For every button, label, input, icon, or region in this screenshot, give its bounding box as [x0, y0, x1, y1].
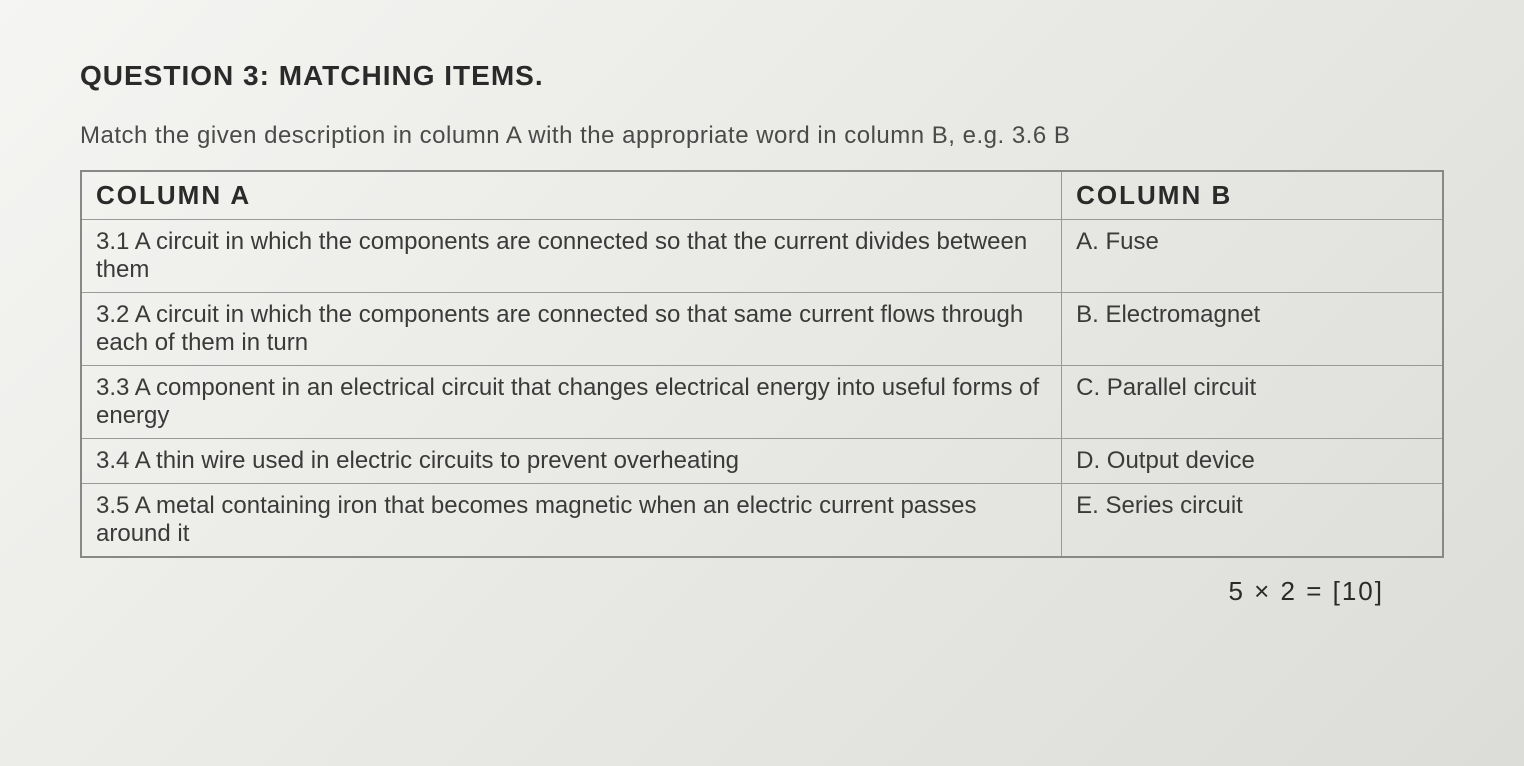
instruction-text: Match the given description in column A … [80, 122, 1444, 150]
table-row: 3.4 A thin wire used in electric circuit… [81, 439, 1443, 484]
matching-table: COLUMN A COLUMN B 3.1 A circuit in which… [80, 170, 1444, 558]
column-b-header: COLUMN B [1062, 171, 1443, 220]
row-4-col-b: D. Output device [1062, 439, 1443, 484]
table-row: 3.3 A component in an electrical circuit… [81, 366, 1443, 439]
table-row: 3.1 A circuit in which the components ar… [81, 220, 1443, 293]
row-5-col-a: 3.5 A metal containing iron that becomes… [81, 484, 1062, 558]
table-row: 3.2 A circuit in which the components ar… [81, 293, 1443, 366]
column-a-header: COLUMN A [81, 171, 1062, 220]
row-2-col-b: B. Electromagnet [1062, 293, 1443, 366]
table-header-row: COLUMN A COLUMN B [81, 171, 1443, 220]
row-5-col-b: E. Series circuit [1062, 484, 1443, 558]
row-1-col-b: A. Fuse [1062, 220, 1443, 293]
row-4-col-a: 3.4 A thin wire used in electric circuit… [81, 439, 1062, 484]
row-3-col-a: 3.3 A component in an electrical circuit… [81, 366, 1062, 439]
table-row: 3.5 A metal containing iron that becomes… [81, 484, 1443, 558]
row-3-col-b: C. Parallel circuit [1062, 366, 1443, 439]
marks-text: 5 × 2 = [10] [80, 576, 1444, 607]
row-2-col-a: 3.2 A circuit in which the components ar… [81, 293, 1062, 366]
row-1-col-a: 3.1 A circuit in which the components ar… [81, 220, 1062, 293]
question-title: QUESTION 3: MATCHING ITEMS. [80, 60, 1444, 92]
